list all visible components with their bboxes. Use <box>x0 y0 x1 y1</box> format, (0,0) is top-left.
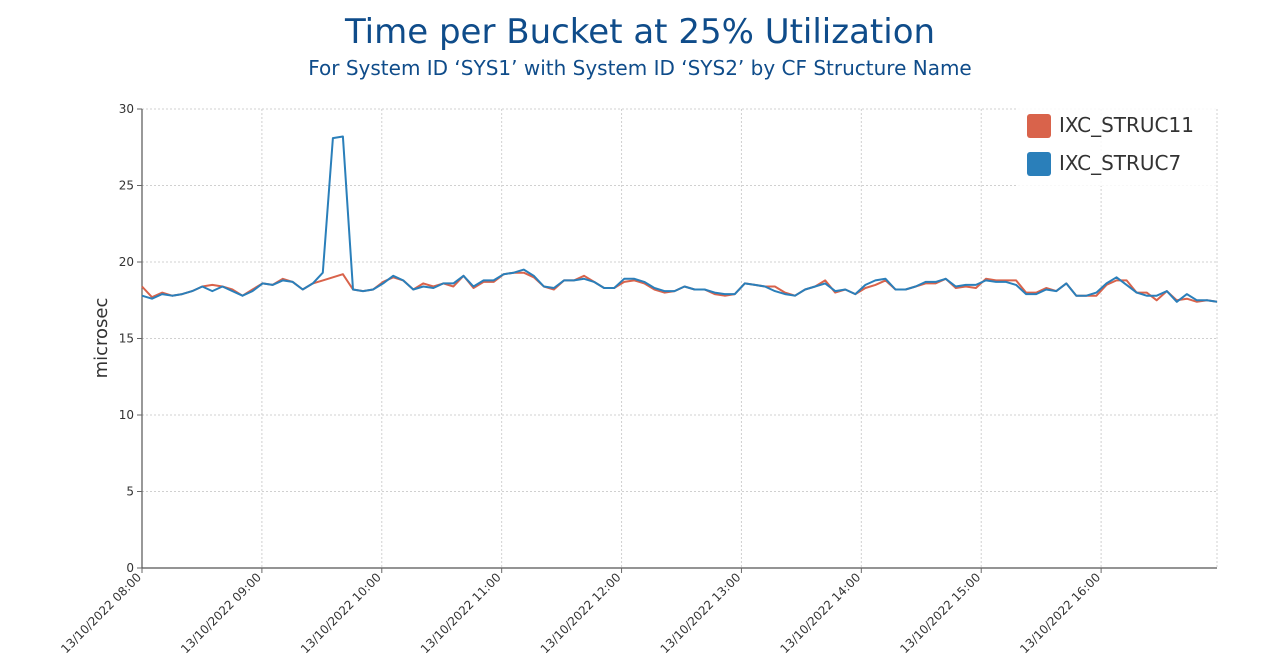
x-tick-label: 13/10/2022 16:00 <box>1017 570 1103 656</box>
x-tick-label: 13/10/2022 11:00 <box>418 570 504 656</box>
y-tick-label: 10 <box>119 408 134 422</box>
x-tick-label: 13/10/2022 10:00 <box>298 570 384 656</box>
y-axis-label: microsec <box>91 298 112 379</box>
y-tick-label: 25 <box>119 179 134 193</box>
series-line-ixc-struc7 <box>141 135 1218 303</box>
y-tick-label: 20 <box>119 255 134 269</box>
x-tick-label: 13/10/2022 12:00 <box>538 570 624 656</box>
x-tick-label: 13/10/2022 08:00 <box>58 570 144 656</box>
legend-swatch-ixc-struc11 <box>1027 114 1051 138</box>
chart-subtitle: For System ID ‘SYS1’ with System ID ‘SYS… <box>308 56 972 80</box>
legend-label-ixc-struc11: IXC_STRUC11 <box>1059 113 1194 137</box>
series-lines <box>141 135 1218 303</box>
y-tick-label: 5 <box>126 485 134 499</box>
x-tick-label: 13/10/2022 15:00 <box>897 570 983 656</box>
y-axis-ticks: 0 5 10 15 20 25 30 <box>119 102 142 575</box>
x-tick-label: 13/10/2022 09:00 <box>178 570 264 656</box>
legend-label-ixc-struc7: IXC_STRUC7 <box>1059 151 1181 175</box>
y-tick-label: 0 <box>126 561 134 575</box>
x-tick-label: 13/10/2022 14:00 <box>777 570 863 656</box>
x-tick-label: 13/10/2022 13:00 <box>658 570 744 656</box>
y-tick-label: 15 <box>119 332 134 346</box>
chart-title: Time per Bucket at 25% Utilization <box>344 12 936 52</box>
x-axis-ticks: 13/10/2022 08:00 13/10/2022 09:00 13/10/20… <box>58 568 1103 656</box>
y-tick-label: 30 <box>119 102 134 116</box>
legend: IXC_STRUC11 IXC_STRUC7 <box>1016 102 1216 186</box>
series-line-ixc-struc11 <box>141 271 1218 303</box>
legend-swatch-ixc-struc7 <box>1027 152 1051 176</box>
